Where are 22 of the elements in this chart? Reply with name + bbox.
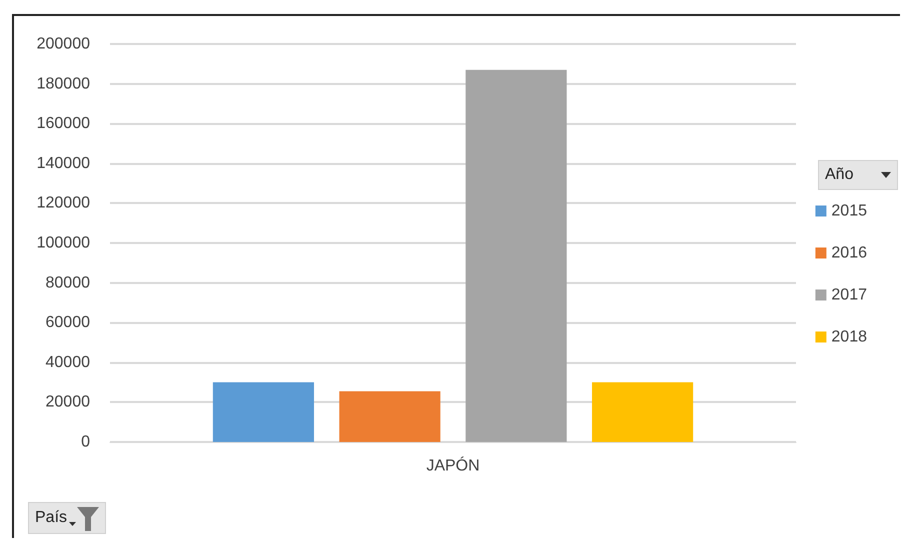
y-tick-label: 160000 bbox=[36, 115, 90, 132]
y-tick-label: 40000 bbox=[46, 354, 90, 371]
bar bbox=[339, 391, 440, 442]
y-tick-label: 140000 bbox=[36, 154, 90, 172]
y-tick-label: 180000 bbox=[36, 75, 90, 92]
text: País bbox=[35, 509, 68, 527]
y-tick-label: 0 bbox=[81, 434, 90, 450]
legend-label: 2018 bbox=[831, 328, 868, 346]
legend-label: 2016 bbox=[831, 244, 868, 262]
legend-label: 2017 bbox=[831, 286, 868, 304]
x-tick-label: JAPÓN bbox=[426, 456, 480, 474]
legend-title: Año bbox=[825, 166, 854, 184]
y-tick-label: 100000 bbox=[36, 234, 90, 252]
legend-label: 2015 bbox=[831, 202, 868, 220]
bar bbox=[466, 70, 567, 442]
y-tick-label: 120000 bbox=[36, 194, 90, 212]
y-tick-label: 60000 bbox=[46, 314, 90, 332]
bar bbox=[592, 382, 694, 442]
y-tick-label: 200000 bbox=[36, 36, 90, 52]
bar bbox=[212, 382, 314, 442]
y-tick-label: 80000 bbox=[46, 274, 90, 292]
y-tick-label: 20000 bbox=[46, 394, 90, 411]
